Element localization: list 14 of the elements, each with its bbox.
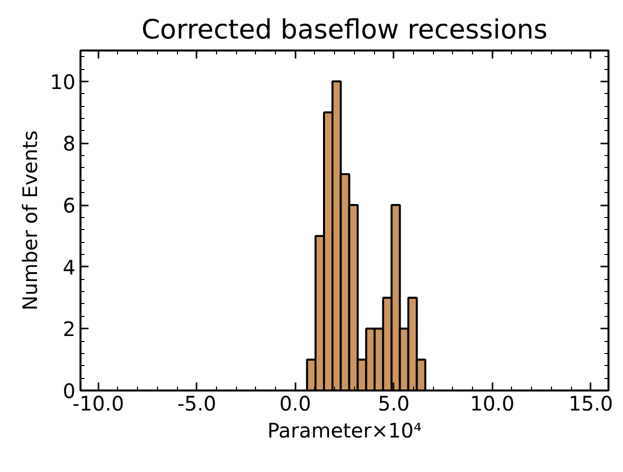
chart-title: Corrected baseflow recessions — [141, 14, 548, 46]
y-tick-label: 10 — [50, 70, 76, 94]
x-tick-label: 15.0 — [568, 392, 614, 416]
x-axis-title: Parameter×10⁴ — [267, 418, 422, 442]
y-tick-label: 4 — [62, 255, 76, 280]
y-tick-label: 0 — [62, 379, 76, 403]
y-tick-label: 6 — [62, 194, 76, 218]
x-tick-label: 10.0 — [470, 392, 515, 416]
x-tick-label: 5.0 — [378, 392, 410, 416]
y-axis-title: Number of Events — [18, 130, 42, 311]
x-tick-label: 0.0 — [279, 392, 312, 416]
x-tick-label: -5.0 — [177, 392, 216, 416]
y-tick-label: 2 — [62, 317, 76, 342]
y-tick-label: 8 — [62, 132, 76, 156]
